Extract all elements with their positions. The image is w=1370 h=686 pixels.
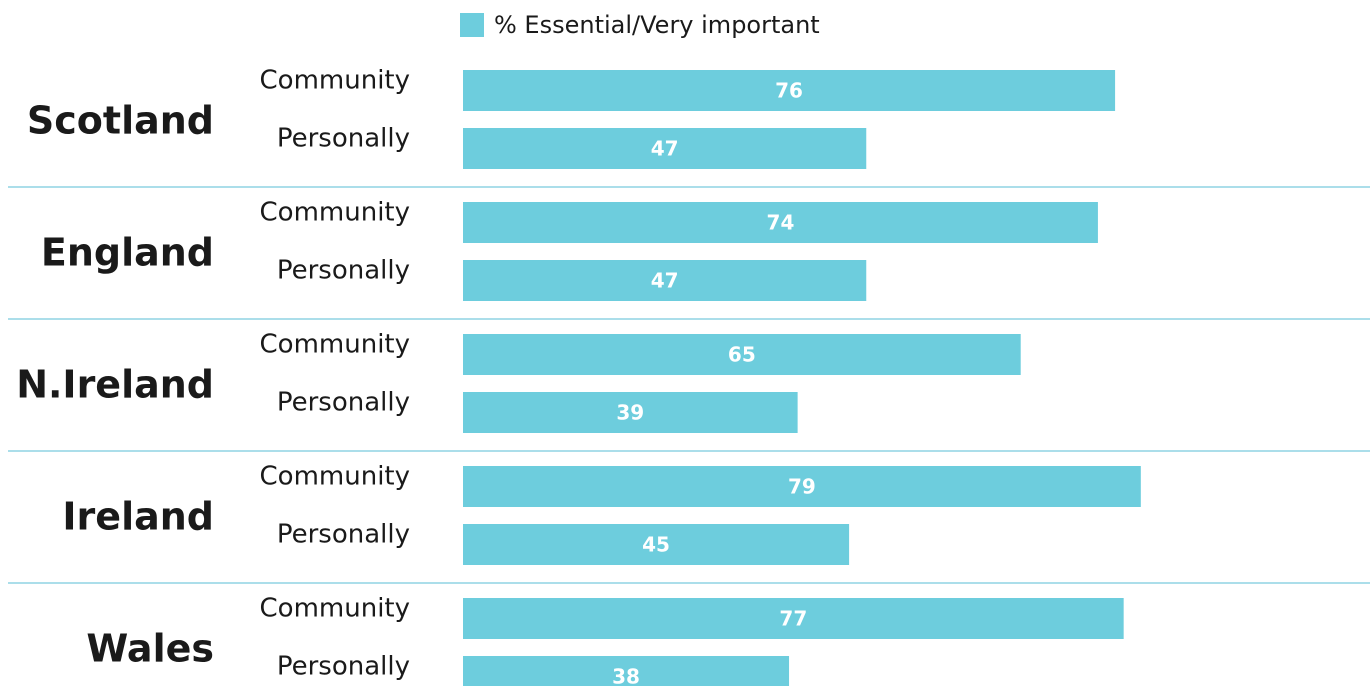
bar-category-label: Personally: [277, 388, 410, 418]
bar: [463, 598, 1124, 639]
bar: [463, 656, 790, 686]
bar-category-label: Community: [260, 462, 410, 492]
legend: % Essential/Very important: [460, 8, 820, 42]
country-label: Scotland: [27, 99, 214, 143]
bar-value-label: 65: [728, 343, 756, 367]
bar: [463, 128, 867, 169]
bar-value-label: 47: [651, 269, 679, 293]
bar-category-label: Personally: [277, 256, 410, 286]
bar: [463, 260, 867, 301]
bar-category-label: Personally: [277, 652, 410, 682]
bar-category-label: Personally: [277, 520, 410, 550]
country-label: N.Ireland: [16, 363, 214, 407]
bar-value-label: 39: [616, 401, 644, 425]
legend-swatch: [460, 13, 484, 37]
bar: [463, 334, 1021, 375]
bar-value-label: 74: [767, 211, 795, 235]
bar: [463, 524, 850, 565]
bar-value-label: 76: [775, 79, 803, 103]
bar-value-label: 79: [788, 475, 816, 499]
bar-category-label: Community: [260, 594, 410, 624]
country-label: England: [41, 231, 214, 275]
bar-category-label: Personally: [277, 124, 410, 154]
bar: [463, 466, 1141, 507]
bar-category-label: Community: [260, 330, 410, 360]
legend-label: % Essential/Very important: [494, 11, 820, 39]
bar: [463, 202, 1098, 243]
bar-value-label: 45: [642, 533, 670, 557]
bar-value-label: 38: [612, 665, 640, 686]
country-label: Wales: [86, 627, 214, 671]
bar-category-label: Community: [260, 66, 410, 96]
bar: [463, 392, 798, 433]
bar-value-label: 47: [651, 137, 679, 161]
bar-category-label: Community: [260, 198, 410, 228]
country-label: Ireland: [62, 495, 214, 539]
bar-value-label: 77: [779, 607, 807, 631]
bar: [463, 70, 1116, 111]
